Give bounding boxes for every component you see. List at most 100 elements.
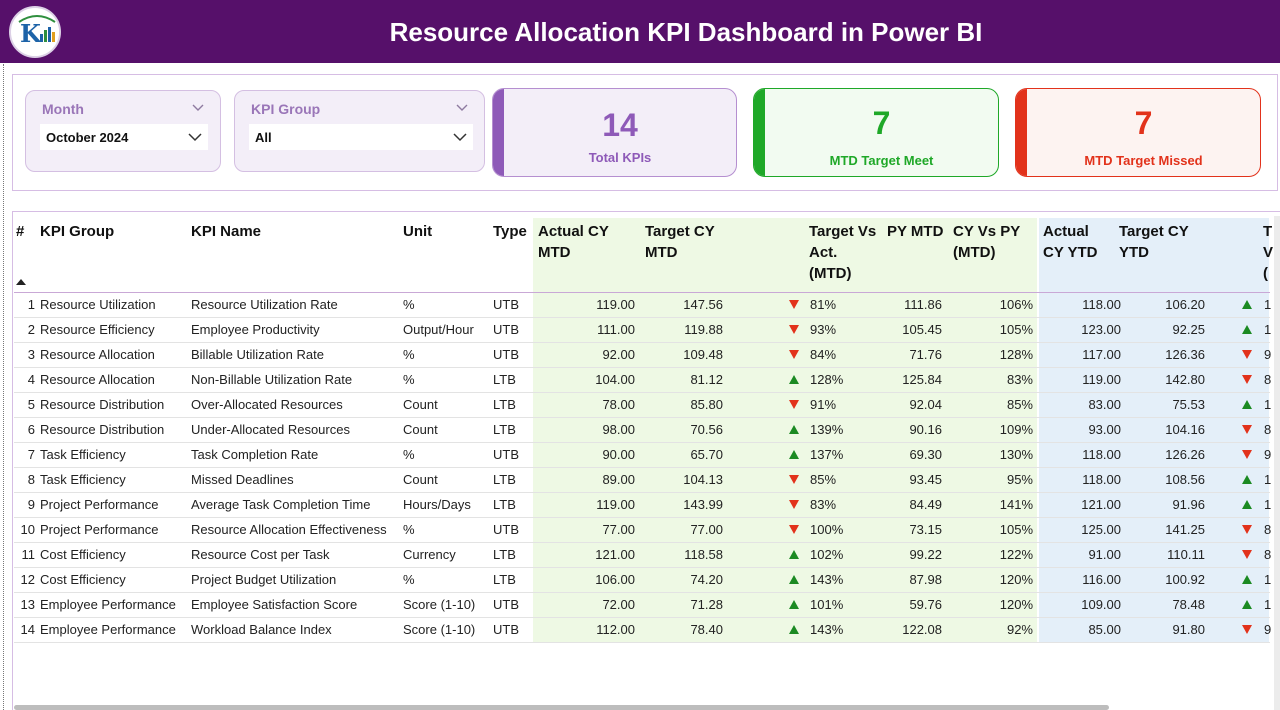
table-row[interactable]: 2 Resource Efficiency Employee Productivit…: [14, 318, 1271, 343]
triangle-up-icon: [789, 375, 799, 384]
triangle-up-icon: [1242, 475, 1252, 484]
cell-unit: %: [403, 347, 415, 362]
cell-kpi-name: Over-Allocated Resources: [191, 397, 343, 412]
table-row[interactable]: 10 Project Performance Resource Allocation…: [14, 518, 1271, 543]
month-dropdown[interactable]: October 2024: [40, 124, 208, 150]
row-separator: [14, 367, 1270, 368]
cell-target-vs-act-mtd: 85%: [810, 472, 837, 487]
cell-target-vs-act-mtd: 81%: [810, 297, 837, 312]
table-row[interactable]: 14 Employee Performance Workload Balance I…: [14, 618, 1271, 643]
col-header-target-vs-act-ytd[interactable]: T V (: [1263, 221, 1273, 284]
mtd-target-missed-label: MTD Target Missed: [1084, 153, 1203, 168]
row-separator: [14, 642, 1270, 643]
table-row[interactable]: 8 Task Efficiency Missed Deadlines Count LTB…: [14, 468, 1271, 493]
table-row[interactable]: 5 Resource Distribution Over-Allocated Res…: [14, 393, 1271, 418]
kpi-group-slicer: KPI Group All: [234, 90, 485, 172]
cell-kpi-group: Cost Efficiency: [40, 572, 126, 587]
triangle-down-icon: [789, 300, 799, 309]
cell-type: LTB: [493, 497, 516, 512]
cell-kpi-name: Missed Deadlines: [191, 472, 294, 487]
cell-actual-cy-mtd: 106.00: [595, 572, 635, 587]
table-row[interactable]: 12 Cost Efficiency Project Budget Utilizat…: [14, 568, 1271, 593]
col-header-py-mtd[interactable]: PY MTD: [887, 223, 944, 240]
cell-actual-cy-mtd: 104.00: [595, 372, 635, 387]
cell-actual-cy-ytd: 118.00: [1082, 472, 1121, 487]
horizontal-scrollbar[interactable]: [14, 705, 1109, 710]
cell-target-vs-act-mtd: 143%: [810, 622, 844, 637]
cell-actual-cy-mtd: 119.00: [596, 497, 635, 512]
header-line: MTD: [645, 244, 678, 261]
chevron-down-icon[interactable]: [456, 101, 468, 113]
cell-target-cy-ytd: 75.53: [1172, 397, 1205, 412]
cell-target-cy-ytd: 92.25: [1172, 322, 1205, 337]
table-row[interactable]: 6 Resource Distribution Under-Allocated Re…: [14, 418, 1271, 443]
cell-type: UTB: [493, 447, 519, 462]
col-header-actual-cy-mtd[interactable]: Actual CY MTD: [538, 221, 609, 263]
kpi-group-slicer-label: KPI Group: [251, 101, 321, 117]
cell-target-vs-act-mtd: 101%: [810, 597, 844, 612]
cell-target-vs-act-ytd: 1: [1264, 297, 1272, 312]
cell-py-mtd: 69.30: [909, 447, 942, 462]
col-header-num[interactable]: #: [16, 223, 25, 240]
cell-target-vs-act-mtd: 139%: [810, 422, 844, 437]
triangle-up-icon: [1242, 325, 1252, 334]
cell-actual-cy-mtd: 119.00: [596, 297, 635, 312]
cell-target-vs-act-mtd: 100%: [810, 522, 844, 537]
cell-num: 10: [20, 522, 35, 537]
cell-actual-cy-mtd: 121.00: [595, 547, 635, 562]
triangle-down-icon: [1242, 525, 1252, 534]
triangle-up-icon: [789, 600, 799, 609]
cell-py-mtd: 90.16: [909, 422, 942, 437]
cell-unit: Score (1-10): [403, 597, 476, 612]
svg-text:K: K: [20, 19, 42, 48]
cell-target-vs-act-ytd: 9: [1264, 447, 1272, 462]
table-row[interactable]: 3 Resource Allocation Billable Utilization…: [14, 343, 1272, 368]
triangle-up-icon: [789, 550, 799, 559]
chevron-down-icon[interactable]: [188, 131, 202, 143]
cell-unit: Count: [403, 422, 438, 437]
col-header-kpi-group[interactable]: KPI Group: [40, 223, 115, 240]
col-header-kpi-name[interactable]: KPI Name: [191, 223, 262, 240]
col-header-target-cy-ytd[interactable]: Target CY YTD: [1119, 221, 1189, 263]
cell-cy-vs-py-mtd: 120%: [999, 572, 1033, 587]
cell-kpi-name: Employee Satisfaction Score: [191, 597, 358, 612]
header-line: CY YTD: [1043, 244, 1098, 261]
col-header-target-cy-mtd[interactable]: Target CY MTD: [645, 221, 715, 263]
cell-py-mtd: 71.76: [909, 347, 942, 362]
cell-target-cy-ytd: 142.80: [1165, 372, 1205, 387]
triangle-up-icon: [1242, 600, 1252, 609]
table-row[interactable]: 1 Resource Utilization Resource Utilizatio…: [14, 293, 1272, 318]
chevron-down-icon[interactable]: [453, 131, 467, 143]
col-header-cy-vs-py-mtd[interactable]: CY Vs PY (MTD): [953, 221, 1020, 263]
cell-unit: %: [403, 447, 415, 462]
col-header-unit[interactable]: Unit: [403, 223, 433, 240]
kpi-group-dropdown[interactable]: All: [249, 124, 473, 150]
col-header-target-vs-act-mtd[interactable]: Target Vs Act. (MTD): [809, 221, 876, 284]
table-row[interactable]: 7 Task Efficiency Task Completion Rate% UTB…: [14, 443, 1272, 468]
cell-unit: Score (1-10): [403, 622, 476, 637]
cell-target-vs-act-ytd: 9: [1264, 347, 1272, 362]
cell-actual-cy-ytd: 121.00: [1081, 497, 1121, 512]
cell-py-mtd: 122.08: [902, 622, 942, 637]
col-header-actual-cy-ytd[interactable]: Actual CY YTD: [1043, 221, 1097, 263]
cell-actual-cy-mtd: 72.00: [602, 597, 635, 612]
cell-target-vs-act-mtd: 137%: [810, 447, 844, 462]
col-header-type[interactable]: Type: [493, 223, 527, 240]
chevron-down-icon[interactable]: [192, 101, 204, 113]
cell-target-cy-mtd: 109.48: [683, 347, 723, 362]
sort-ascending-icon[interactable]: [16, 279, 26, 285]
triangle-down-icon: [789, 350, 799, 359]
table-row[interactable]: 9 Project Performance Average Task Complet…: [14, 493, 1271, 518]
cell-num: 2: [27, 322, 35, 337]
cell-target-cy-ytd: 91.80: [1172, 622, 1205, 637]
cell-py-mtd: 84.49: [909, 497, 942, 512]
cell-target-cy-mtd: 71.28: [690, 597, 723, 612]
row-separator: [14, 342, 1270, 343]
vertical-scrollbar[interactable]: [1274, 216, 1280, 710]
total-kpis-card: 14 Total KPIs: [492, 88, 737, 177]
table-row[interactable]: 4 Resource Allocation Non-Billable Utiliza…: [14, 368, 1271, 393]
table-row[interactable]: 11 Cost Efficiency Resource Cost per Task C…: [14, 543, 1271, 568]
table-row[interactable]: 13 Employee Performance Employee Satisfact…: [14, 593, 1271, 618]
triangle-down-icon: [789, 500, 799, 509]
cell-target-vs-act-mtd: 93%: [810, 322, 837, 337]
